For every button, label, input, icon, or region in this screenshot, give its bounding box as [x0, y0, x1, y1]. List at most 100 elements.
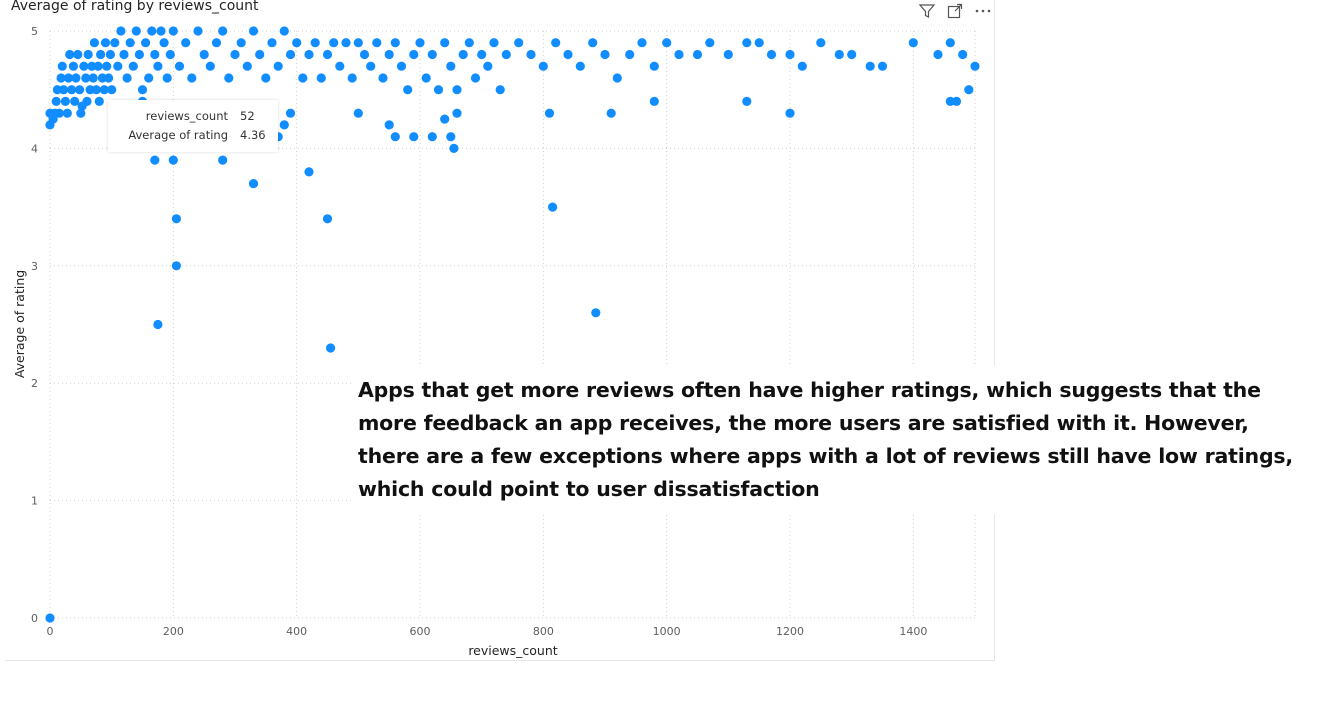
data-point[interactable] — [390, 132, 400, 142]
data-point[interactable] — [211, 38, 222, 48]
data-point[interactable] — [242, 61, 252, 71]
data-point[interactable] — [847, 49, 857, 60]
data-point[interactable] — [168, 26, 178, 36]
data-point[interactable] — [766, 49, 777, 60]
data-point[interactable] — [125, 38, 135, 48]
data-point[interactable] — [128, 61, 138, 71]
data-point[interactable] — [970, 61, 980, 71]
data-point[interactable] — [588, 38, 598, 48]
data-point[interactable] — [116, 26, 126, 36]
data-point[interactable] — [105, 49, 115, 60]
data-point[interactable] — [742, 38, 752, 48]
data-point[interactable] — [162, 73, 172, 83]
data-point[interactable] — [141, 38, 151, 48]
data-point[interactable] — [285, 108, 296, 118]
data-point[interactable] — [279, 26, 289, 36]
data-point[interactable] — [551, 38, 561, 48]
data-point[interactable] — [378, 73, 388, 83]
data-point[interactable] — [440, 114, 450, 124]
data-point[interactable] — [81, 73, 91, 83]
data-point[interactable] — [495, 85, 505, 95]
data-point[interactable] — [102, 61, 112, 71]
data-point[interactable] — [390, 38, 400, 48]
data-point[interactable] — [575, 61, 585, 71]
data-point[interactable] — [70, 96, 80, 106]
data-point[interactable] — [82, 96, 92, 106]
data-point[interactable] — [267, 38, 277, 48]
data-point[interactable] — [427, 132, 437, 142]
data-point[interactable] — [335, 61, 345, 71]
data-point[interactable] — [248, 179, 259, 189]
data-point[interactable] — [68, 61, 78, 71]
data-point[interactable] — [403, 85, 413, 95]
more-options-icon[interactable] — [974, 2, 992, 20]
data-point[interactable] — [94, 96, 104, 106]
data-point[interactable] — [99, 85, 109, 95]
data-point[interactable] — [261, 73, 271, 83]
data-point[interactable] — [93, 61, 103, 71]
data-point[interactable] — [742, 96, 752, 106]
data-point[interactable] — [218, 155, 228, 165]
data-point[interactable] — [310, 38, 320, 48]
data-point[interactable] — [548, 202, 558, 212]
data-point[interactable] — [104, 73, 114, 83]
data-point[interactable] — [79, 61, 89, 71]
data-point[interactable] — [171, 214, 181, 224]
data-point[interactable] — [797, 61, 807, 71]
data-point[interactable] — [62, 108, 72, 118]
data-point[interactable] — [174, 61, 185, 71]
data-point[interactable] — [75, 85, 85, 95]
data-point[interactable] — [951, 96, 962, 106]
data-point[interactable] — [285, 49, 296, 60]
data-point[interactable] — [945, 38, 955, 48]
data-point[interactable] — [723, 49, 733, 60]
data-point[interactable] — [514, 38, 524, 48]
data-point[interactable] — [649, 61, 659, 71]
data-point[interactable] — [147, 26, 157, 36]
data-point[interactable] — [341, 38, 351, 48]
data-point[interactable] — [329, 38, 339, 48]
data-point[interactable] — [785, 108, 795, 118]
data-point[interactable] — [649, 96, 659, 106]
data-point[interactable] — [384, 120, 394, 130]
data-point[interactable] — [446, 61, 456, 71]
data-point[interactable] — [45, 613, 55, 623]
data-point[interactable] — [292, 38, 302, 48]
data-point[interactable] — [83, 49, 93, 60]
data-point[interactable] — [489, 38, 499, 48]
data-point[interactable] — [612, 73, 622, 83]
data-point[interactable] — [538, 61, 548, 71]
data-point[interactable] — [322, 49, 333, 60]
data-point[interactable] — [452, 108, 462, 118]
data-point[interactable] — [156, 26, 166, 36]
data-point[interactable] — [452, 85, 462, 95]
data-point[interactable] — [865, 61, 875, 71]
data-point[interactable] — [205, 61, 215, 71]
data-point[interactable] — [409, 49, 419, 60]
data-point[interactable] — [255, 49, 265, 60]
data-point[interactable] — [464, 38, 474, 48]
data-point[interactable] — [396, 61, 407, 71]
data-point[interactable] — [316, 73, 326, 83]
data-point[interactable] — [600, 49, 610, 60]
data-point[interactable] — [181, 38, 191, 48]
data-point[interactable] — [171, 261, 181, 271]
focus-mode-icon[interactable] — [946, 2, 964, 20]
data-point[interactable] — [353, 108, 363, 118]
data-point[interactable] — [526, 49, 536, 60]
data-point[interactable] — [384, 49, 394, 60]
data-point[interactable] — [56, 73, 66, 83]
data-point[interactable] — [785, 49, 795, 60]
data-point[interactable] — [477, 49, 487, 60]
data-point[interactable] — [236, 38, 246, 48]
data-point[interactable] — [153, 319, 163, 330]
data-point[interactable] — [119, 49, 129, 60]
data-point[interactable] — [359, 49, 370, 60]
data-point[interactable] — [51, 96, 61, 106]
data-point[interactable] — [421, 73, 431, 83]
data-point[interactable] — [144, 73, 154, 83]
data-point[interactable] — [415, 38, 425, 48]
data-point[interactable] — [67, 85, 77, 95]
data-point[interactable] — [279, 120, 289, 130]
data-point[interactable] — [326, 343, 336, 353]
